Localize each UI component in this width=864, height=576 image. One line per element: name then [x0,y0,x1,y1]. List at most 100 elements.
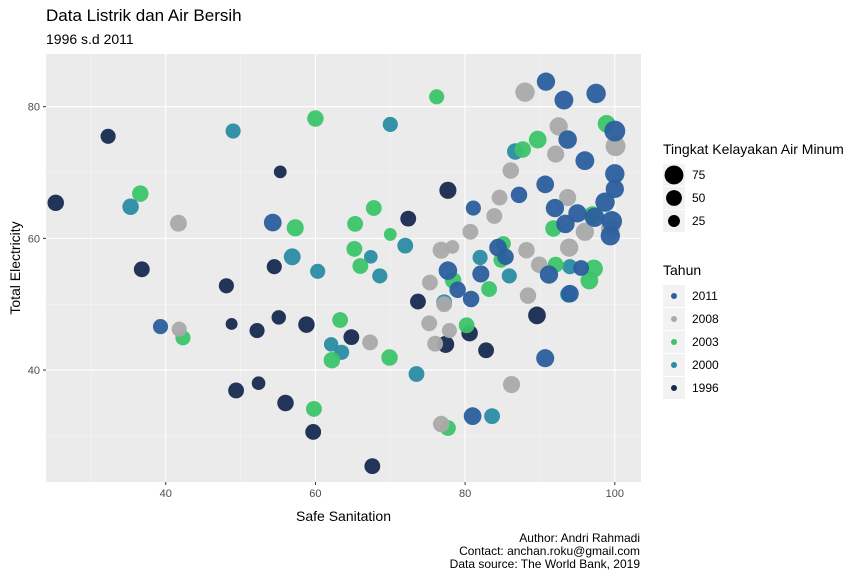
y-tick-label: 80 [28,102,40,114]
data-point-2000 [323,337,339,352]
data-point-2000 [363,249,378,264]
data-point-2000 [372,268,388,284]
data-point-2008 [486,208,503,224]
data-point-2008 [421,315,438,332]
data-point-2000 [310,263,326,279]
data-point-1996 [100,128,116,144]
y-tick-label: 40 [28,365,40,377]
data-point-1996 [298,316,315,333]
data-point-2011 [604,120,626,142]
x-axis-ticks: 40 60 80 100 [160,482,624,500]
data-point-1996 [410,293,426,310]
data-point-2011 [556,214,575,234]
data-point-2011 [558,130,577,149]
data-point-2008 [436,296,453,313]
color-legend-label: 2008 [692,312,719,326]
data-point-2003 [307,110,324,127]
data-point-1996 [225,318,238,330]
data-point-2011 [605,179,624,199]
data-point-2008 [491,189,508,206]
data-point-2003 [528,130,547,149]
x-tick-label: 100 [606,488,624,500]
data-point-2011 [536,175,555,194]
data-point-2011 [536,72,556,91]
x-tick-label: 60 [309,488,321,500]
data-point-2011 [463,407,482,426]
data-point-1996 [528,306,546,325]
caption-author: Author: Andri Rahmadi [519,531,640,545]
data-point-1996 [251,376,266,391]
color-legend-label: 2011 [692,289,718,303]
caption: Author: Andri Rahmadi Contact: anchan.ro… [450,532,640,571]
color-legend-symbol [671,316,677,322]
data-point-2000 [283,248,301,266]
data-point-2011 [465,200,481,216]
data-point-2003 [332,312,349,328]
data-point-1996 [305,424,322,440]
color-legend-label: 2000 [692,358,719,372]
data-point-1996 [273,165,287,179]
y-tick-label: 60 [28,233,40,245]
size-legend-label: 50 [692,191,706,205]
data-point-1996 [400,210,417,227]
x-tick-label: 40 [160,488,172,500]
data-point-1996 [343,329,360,346]
color-legend-symbol [671,362,677,368]
data-point-2000 [382,116,398,133]
size-legend-symbol [666,190,682,206]
data-point-2000 [225,123,241,139]
data-point-2008 [560,238,579,257]
size-legend-label: 25 [692,214,706,228]
y-axis-title: Total Electricity [7,221,23,314]
data-point-2000 [501,268,517,284]
data-point-2003 [383,228,397,241]
data-point-2003 [347,215,364,232]
data-point-2011 [584,207,605,227]
chart-subtitle: 1996 s.d 2011 [46,31,134,47]
data-point-2008 [432,241,450,259]
data-point-2003 [514,141,531,158]
data-point-2008 [502,375,521,394]
caption-source: Data source: The World Bank, 2019 [449,557,640,571]
data-point-2008 [170,214,187,232]
data-point-2008 [559,188,577,207]
data-point-2011 [510,186,528,204]
data-point-2003 [352,258,369,274]
data-point-2011 [561,284,579,303]
chart-title: Data Listrik dan Air Bersih [46,6,242,25]
data-point-2008 [445,240,460,254]
data-point-2011 [462,290,480,308]
data-point-2000 [484,408,500,425]
data-point-2008 [432,415,450,433]
data-point-1996 [277,394,294,412]
data-point-2003 [381,349,398,366]
size-legend-symbol [668,215,680,227]
x-tick-label: 80 [459,488,471,500]
data-point-1996 [271,310,286,325]
color-legend-symbol [671,339,677,345]
data-point-1996 [364,458,381,475]
color-legend-label: 2003 [692,335,719,349]
color-legend-symbol [671,385,677,391]
data-point-1996 [478,342,494,359]
data-point-2008 [427,335,444,352]
data-point-2008 [422,274,438,291]
color-legend-title: Tahun [663,262,701,278]
data-point-2011 [472,265,490,283]
data-point-2011 [497,248,514,266]
data-point-2003 [306,400,322,417]
data-point-2011 [575,151,595,171]
data-point-2008 [441,322,457,339]
data-point-2011 [449,281,466,298]
data-point-2008 [605,136,626,157]
data-point-2008 [519,287,537,304]
x-axis-title: Safe Sanitation [296,508,391,524]
data-point-2003 [481,281,497,297]
data-point-2003 [132,185,149,202]
data-point-2011 [595,192,615,212]
data-point-2000 [472,249,488,266]
data-point-2000 [397,237,414,254]
color-legend-symbol [671,293,677,299]
caption-contact: Contact: anchan.roku@gmail.com [459,544,640,558]
